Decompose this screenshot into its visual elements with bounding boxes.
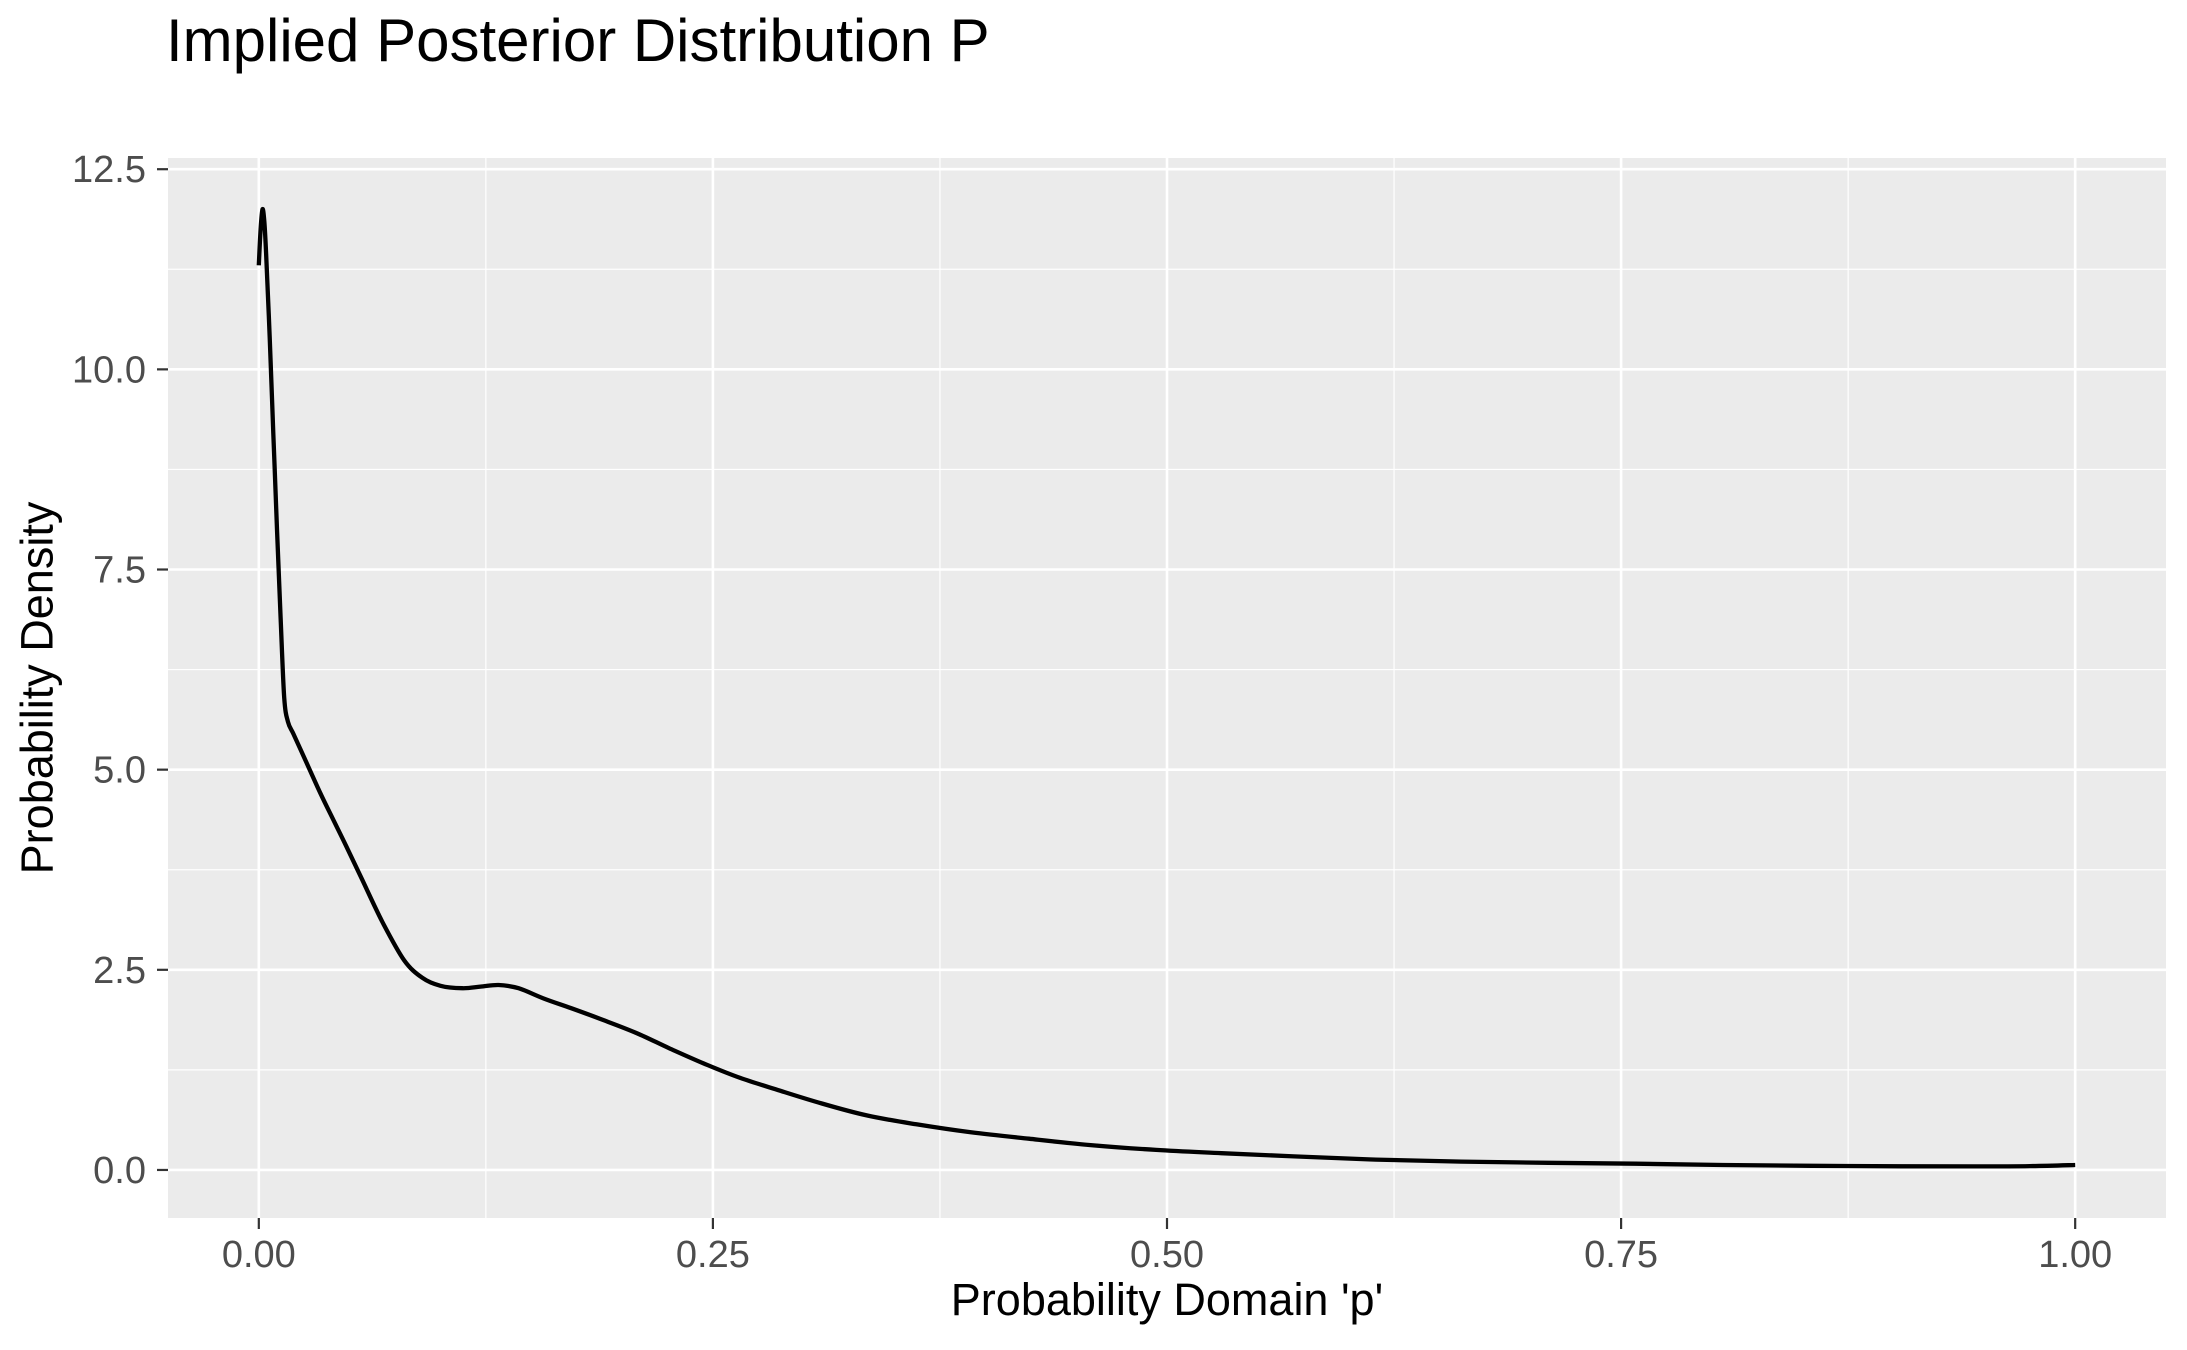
x-axis-title: Probability Domain 'p' (950, 1274, 1384, 1325)
y-tick-label: 7.5 (93, 550, 146, 592)
x-tick-label: 0.25 (676, 1234, 750, 1276)
y-tick-label: 12.5 (72, 149, 146, 191)
x-tick-label: 0.50 (1130, 1234, 1204, 1276)
y-tick-label: 2.5 (93, 950, 146, 992)
y-tick-label: 0.0 (93, 1150, 146, 1192)
x-tick-label: 1.00 (2038, 1234, 2112, 1276)
x-tick-label: 0.00 (222, 1234, 296, 1276)
density-curve (256, 206, 2076, 1169)
x-tick-label: 0.75 (1584, 1234, 1658, 1276)
y-axis-title: Probability Density (11, 501, 63, 875)
y-tick-label: 10.0 (72, 349, 146, 391)
y-tick-label: 5.0 (93, 750, 146, 792)
plot-title: Implied Posterior Distribution P (166, 7, 990, 74)
